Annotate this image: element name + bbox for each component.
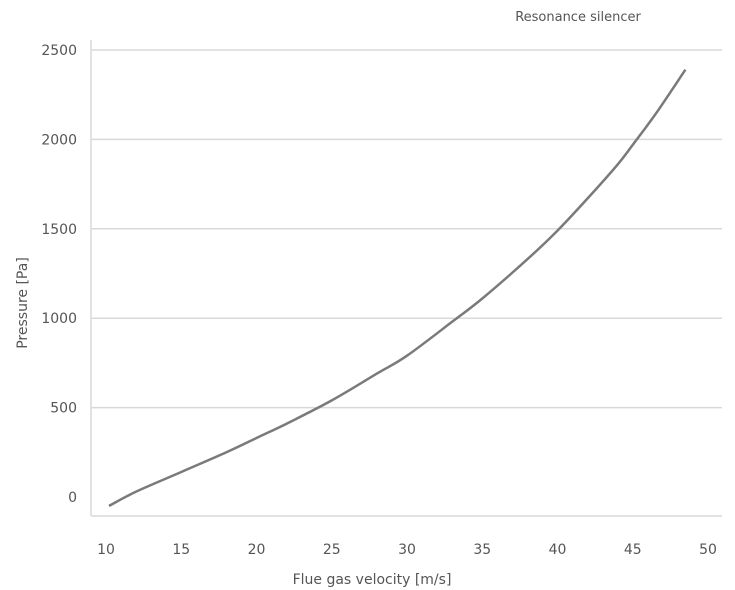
y-axis-title: Pressure [Pa] — [15, 257, 31, 349]
y-tick-labels: 0 500 1000 1500 2000 2500 — [41, 43, 77, 506]
y-tick-label: 500 — [50, 401, 77, 417]
x-tick-labels: 10 15 20 25 30 35 40 45 50 — [97, 542, 717, 558]
x-axis-title: Flue gas velocity [m/s] — [293, 572, 452, 588]
legend-series-label: Resonance silencer — [515, 10, 641, 25]
y-tick-label: 0 — [68, 490, 77, 506]
x-tick-label: 30 — [398, 542, 416, 558]
y-tick-label: 2000 — [41, 132, 77, 148]
x-tick-label: 20 — [248, 542, 266, 558]
x-tick-label: 40 — [549, 542, 567, 558]
x-tick-label: 10 — [97, 542, 115, 558]
x-tick-label: 50 — [699, 542, 717, 558]
x-tick-label: 25 — [323, 542, 341, 558]
series-line — [108, 69, 687, 508]
x-tick-label: 45 — [624, 542, 642, 558]
series-layer — [108, 69, 687, 508]
x-tick-label: 15 — [172, 542, 190, 558]
x-tick-label: 35 — [473, 542, 491, 558]
gridlines — [91, 49, 722, 409]
y-tick-label: 1000 — [41, 311, 77, 327]
y-tick-label: 1500 — [41, 222, 77, 238]
y-tick-label: 2500 — [41, 43, 77, 59]
